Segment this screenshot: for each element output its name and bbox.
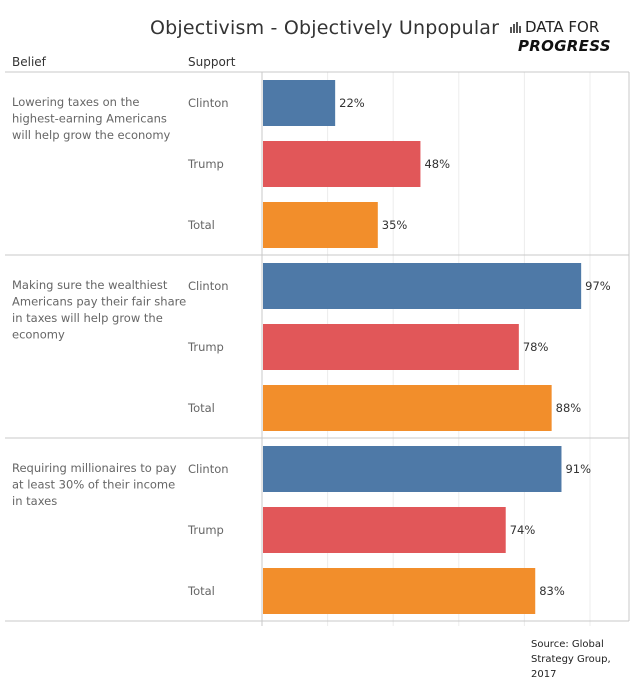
support-label-trump: Trump: [187, 340, 224, 354]
bar-total: [263, 385, 552, 431]
source-line2: Strategy Group, 2017: [531, 654, 611, 680]
value-label: 35%: [382, 218, 408, 232]
source-note: Source: Global Strategy Group, 2017: [531, 637, 639, 682]
belief-label: economy: [12, 328, 65, 342]
belief-label: Making sure the wealthiest: [12, 278, 168, 292]
column-header-belief: Belief: [12, 55, 46, 69]
bar-clinton: [263, 80, 336, 126]
belief-label: in taxes will help grow the: [12, 311, 163, 325]
chart-title: Objectivism - Objectively Unpopular: [150, 17, 500, 39]
value-label: 22%: [339, 96, 365, 110]
bar-trump: [263, 141, 421, 187]
bar-clinton: [263, 263, 582, 309]
belief-label: at least 30% of their income: [12, 478, 175, 492]
support-label-clinton: Clinton: [188, 462, 229, 476]
logo-text-line2: PROGRESS: [518, 37, 611, 55]
support-label-clinton: Clinton: [188, 96, 229, 110]
value-label: 74%: [510, 523, 536, 537]
column-header-support: Support: [188, 55, 236, 69]
bar-total: [263, 202, 378, 248]
support-label-total: Total: [187, 218, 215, 232]
bar-total: [263, 568, 536, 614]
value-label: 91%: [565, 462, 591, 476]
support-label-trump: Trump: [187, 157, 224, 171]
bar-clinton: [263, 446, 562, 492]
value-label: 78%: [523, 340, 549, 354]
support-label-total: Total: [187, 584, 215, 598]
value-label: 88%: [556, 401, 582, 415]
belief-label: Lowering taxes on the: [12, 95, 139, 109]
belief-label: will help grow the economy: [12, 128, 171, 142]
source-line1: Source: Global: [531, 639, 604, 650]
belief-label: highest-earning Americans: [12, 112, 167, 126]
value-label: 48%: [424, 157, 450, 171]
belief-label: Americans pay their fair share: [12, 295, 186, 309]
value-label: 83%: [539, 584, 565, 598]
logo-text-line1: DATA FOR: [525, 18, 600, 36]
support-label-clinton: Clinton: [188, 279, 229, 293]
data-for-progress-logo: DATA FOR PROGRESS: [510, 18, 611, 55]
bar-trump: [263, 507, 506, 553]
support-label-trump: Trump: [187, 523, 224, 537]
belief-label: Requiring millionaires to pay: [12, 461, 177, 475]
support-label-total: Total: [187, 401, 215, 415]
value-label: 97%: [585, 279, 611, 293]
bar-chart-icon: [510, 21, 521, 33]
belief-label: in taxes: [12, 494, 57, 508]
bar-trump: [263, 324, 519, 370]
